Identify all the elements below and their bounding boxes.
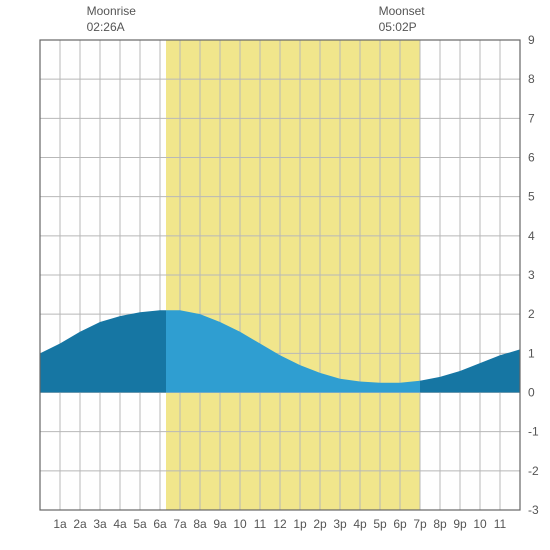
svg-text:1: 1	[528, 346, 535, 360]
svg-text:5: 5	[528, 190, 535, 204]
svg-text:2: 2	[528, 307, 535, 321]
svg-text:-2: -2	[528, 464, 539, 478]
svg-text:9: 9	[528, 33, 535, 47]
svg-text:10: 10	[233, 517, 247, 531]
moonrise-label: Moonrise 02:26A	[87, 4, 136, 35]
svg-text:8: 8	[528, 72, 535, 86]
svg-text:-3: -3	[528, 503, 539, 517]
svg-text:6: 6	[528, 151, 535, 165]
moonset-time: 05:02P	[379, 20, 425, 36]
svg-text:0: 0	[528, 386, 535, 400]
svg-text:4: 4	[528, 229, 535, 243]
svg-text:8a: 8a	[193, 517, 207, 531]
moonset-title: Moonset	[379, 4, 425, 20]
svg-text:5a: 5a	[133, 517, 147, 531]
svg-text:9p: 9p	[453, 517, 467, 531]
svg-text:-1: -1	[528, 425, 539, 439]
svg-text:3: 3	[528, 268, 535, 282]
svg-text:10: 10	[473, 517, 487, 531]
svg-text:1p: 1p	[293, 517, 307, 531]
moonset-label: Moonset 05:02P	[379, 4, 425, 35]
svg-text:5p: 5p	[373, 517, 387, 531]
svg-text:7p: 7p	[413, 517, 427, 531]
svg-text:6p: 6p	[393, 517, 407, 531]
svg-text:4p: 4p	[353, 517, 367, 531]
svg-text:7: 7	[528, 111, 535, 125]
svg-text:3p: 3p	[333, 517, 347, 531]
svg-text:2p: 2p	[313, 517, 327, 531]
svg-text:4a: 4a	[113, 517, 127, 531]
svg-text:6a: 6a	[153, 517, 167, 531]
moonrise-time: 02:26A	[87, 20, 136, 36]
tide-chart: Moonrise 02:26A Moonset 05:02P -3-2-1012…	[0, 0, 550, 550]
svg-text:7a: 7a	[173, 517, 187, 531]
svg-text:2a: 2a	[73, 517, 87, 531]
svg-text:12: 12	[273, 517, 287, 531]
svg-text:8p: 8p	[433, 517, 447, 531]
chart-svg: -3-2-101234567891a2a3a4a5a6a7a8a9a101112…	[0, 0, 550, 550]
moonrise-title: Moonrise	[87, 4, 136, 20]
svg-text:3a: 3a	[93, 517, 107, 531]
svg-text:1a: 1a	[53, 517, 67, 531]
svg-text:9a: 9a	[213, 517, 227, 531]
svg-text:11: 11	[494, 517, 507, 531]
svg-text:11: 11	[254, 517, 267, 531]
